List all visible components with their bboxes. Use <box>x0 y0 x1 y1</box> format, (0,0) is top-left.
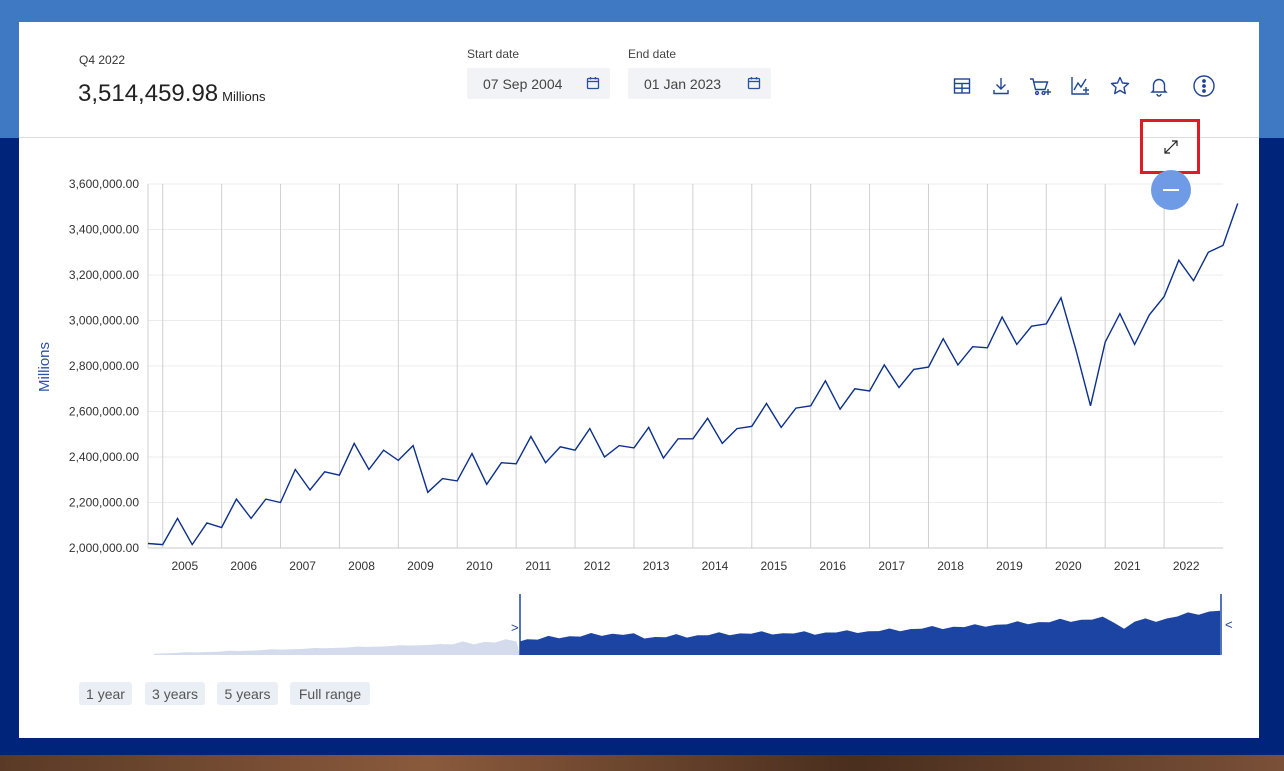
end-date-field[interactable]: 01 Jan 2023 <box>628 68 771 99</box>
navigator-right-arrow[interactable]: < <box>1225 617 1233 632</box>
x-tick-label: 2009 <box>407 559 434 573</box>
fullscreen-button[interactable] <box>1140 119 1200 174</box>
y-tick-label: 3,400,000.00 <box>69 223 139 237</box>
y-tick-label: 3,200,000.00 <box>69 268 139 282</box>
calendar-icon[interactable] <box>586 76 600 90</box>
x-tick-label: 2005 <box>171 559 198 573</box>
y-tick-label: 2,400,000.00 <box>69 450 139 464</box>
x-tick-label: 2021 <box>1114 559 1141 573</box>
y-axis-label: Millions <box>36 342 53 392</box>
calendar-icon[interactable] <box>747 76 761 90</box>
x-tick-label: 2012 <box>584 559 611 573</box>
header-divider <box>19 137 1259 138</box>
y-tick-label: 2,800,000.00 <box>69 359 139 373</box>
range-full-button[interactable]: Full range <box>290 682 370 705</box>
more-icon[interactable] <box>1192 74 1216 98</box>
expand-icon <box>1164 140 1178 154</box>
chart-compare-icon[interactable] <box>1068 74 1092 98</box>
latest-value-number: 3,514,459.98 <box>78 80 219 107</box>
x-tick-label: 2008 <box>348 559 375 573</box>
end-date-value: 01 Jan 2023 <box>644 75 722 92</box>
latest-value: 3,514,459.98 Millions <box>78 80 265 108</box>
y-tick-label: 2,600,000.00 <box>69 405 139 419</box>
latest-value-unit: Millions <box>222 89 266 104</box>
table-icon[interactable] <box>950 74 974 98</box>
x-tick-label: 2013 <box>643 559 670 573</box>
zoom-out-button[interactable] <box>1151 170 1191 210</box>
x-tick-label: 2018 <box>937 559 964 573</box>
navigator-selected-area <box>520 606 1220 655</box>
x-tick-label: 2015 <box>761 559 788 573</box>
cart-icon[interactable] <box>1028 74 1052 98</box>
x-tick-label: 2010 <box>466 559 493 573</box>
series-line <box>147 203 1239 546</box>
x-tick-label: 2011 <box>525 559 551 573</box>
bell-icon[interactable] <box>1147 74 1171 98</box>
x-tick-label: 2017 <box>878 559 905 573</box>
navigator[interactable]: > < <box>154 594 1233 655</box>
x-tick-label: 2022 <box>1173 559 1200 573</box>
start-date-value: 07 Sep 2004 <box>483 75 563 92</box>
x-tick-label: 2016 <box>819 559 846 573</box>
x-tick-label: 2007 <box>289 559 316 573</box>
x-tick-label: 2006 <box>230 559 257 573</box>
y-tick-label: 2,000,000.00 <box>69 541 139 555</box>
y-tick-label: 3,000,000.00 <box>69 314 139 328</box>
range-1-year-button[interactable]: 1 year <box>79 682 132 705</box>
range-3-years-button[interactable]: 3 years <box>145 682 205 705</box>
start-date-label: Start date <box>467 47 520 61</box>
x-tick-label: 2020 <box>1055 559 1082 573</box>
navigator-unselected-area <box>154 639 520 655</box>
period-label: Q4 2022 <box>79 53 126 67</box>
download-icon[interactable] <box>989 74 1013 98</box>
end-date-label: End date <box>628 47 677 61</box>
range-5-years-button[interactable]: 5 years <box>217 682 278 705</box>
navigator-left-arrow[interactable]: > <box>511 620 519 635</box>
y-tick-label: 2,200,000.00 <box>69 496 139 510</box>
bottom-background-band <box>0 755 1284 771</box>
chart-card: Q4 2022 3,514,459.98 Millions Start date … <box>19 22 1259 738</box>
x-tick-label: 2019 <box>996 559 1023 573</box>
start-date-field[interactable]: 07 Sep 2004 <box>467 68 610 99</box>
x-tick-label: 2014 <box>702 559 729 573</box>
y-tick-label: 3,600,000.00 <box>69 177 139 191</box>
star-icon[interactable] <box>1108 74 1132 98</box>
minus-icon <box>1163 189 1179 191</box>
